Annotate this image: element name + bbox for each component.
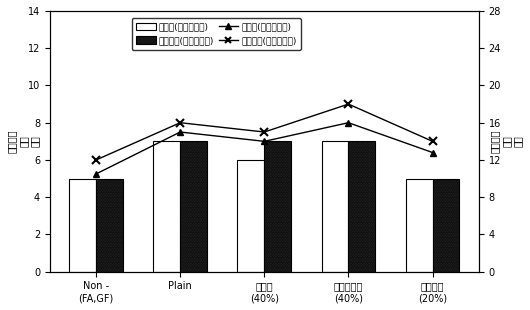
Bar [237, 160, 264, 272]
Bar [405, 179, 432, 272]
Y-axis label: 수평근열
낙하
횟수: 수평근열 낙하 횟수 [7, 130, 40, 153]
Bar [264, 141, 291, 272]
Bar [432, 179, 460, 272]
Bar [348, 141, 375, 272]
Bar [96, 179, 123, 272]
Bar [180, 141, 207, 272]
Bar [69, 179, 96, 272]
Bar [153, 141, 180, 272]
Bar [322, 141, 348, 272]
Legend: 잔골재(초기근열시), 굵은골재(초기근열시), 잔골재(파괴근열시), 굵은골재(파괴근열시): 잔골재(초기근열시), 굵은골재(초기근열시), 잔골재(파괴근열시), 굵은골… [131, 18, 301, 50]
Y-axis label: 파괴근열
낙하
횟수: 파괴근열 낙하 횟수 [490, 130, 523, 153]
